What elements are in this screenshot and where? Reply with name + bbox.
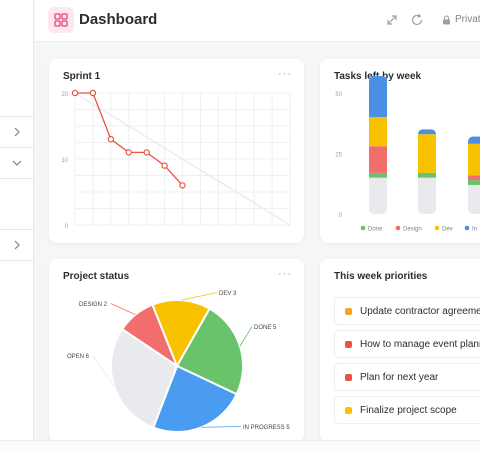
bar-segment-in xyxy=(418,129,436,135)
priority-label: Finalize project scope xyxy=(360,404,457,416)
pie-slice xyxy=(151,299,211,369)
page-title: Dashboard xyxy=(79,11,158,28)
more-menu-icon[interactable]: ··· xyxy=(278,268,292,280)
pie-leader-line xyxy=(92,355,115,387)
sprint-card: Sprint 1 ··· 20 10 0 xyxy=(49,59,304,243)
pie-slice-label: DONE 5 xyxy=(254,325,277,331)
sidebar-expand-row-2[interactable] xyxy=(0,229,34,261)
bar-segment-done xyxy=(418,172,436,178)
legend-label: Done xyxy=(368,227,383,233)
legend-label: In xyxy=(472,227,477,233)
priority-item[interactable]: How to manage event plann xyxy=(334,330,480,358)
refresh-icon[interactable] xyxy=(410,13,424,27)
pie-slice-label: DESIGN 2 xyxy=(79,302,108,308)
dashboard-icon xyxy=(48,7,74,33)
legend-label: Dev xyxy=(442,227,453,233)
priority-dot xyxy=(345,340,352,348)
stacked-bar xyxy=(369,76,387,214)
pie-slice-label: DEV 3 xyxy=(219,291,237,297)
data-point xyxy=(89,89,97,97)
stacked-bar xyxy=(418,129,436,214)
legend-label: Design xyxy=(403,227,422,233)
bar-segment-remaining xyxy=(369,177,387,214)
priority-label: Update contractor agreeme xyxy=(360,305,480,317)
lock-icon xyxy=(443,14,450,24)
data-point xyxy=(179,182,186,189)
priority-dot xyxy=(345,373,352,381)
pie-leader-line xyxy=(239,326,253,347)
priority-dot xyxy=(345,307,352,315)
bar-segment-dev xyxy=(369,117,387,147)
priority-item[interactable]: Plan for next year xyxy=(334,363,480,391)
sidebar xyxy=(0,0,34,451)
privacy-button[interactable]: Private xyxy=(442,14,480,25)
bar-segment-done xyxy=(468,180,480,185)
more-menu-icon[interactable]: ··· xyxy=(278,68,292,80)
data-point xyxy=(125,149,132,156)
bar-segment-remaining xyxy=(468,184,480,214)
bar-segment-dev xyxy=(418,134,436,173)
chevron-right-icon xyxy=(14,127,20,137)
sidebar-expand-row[interactable] xyxy=(0,116,34,148)
priority-item[interactable]: Finalize project scope xyxy=(334,396,480,424)
sprint-burndown-chart: 20 10 0 xyxy=(61,89,291,230)
y-tick-label: 10 xyxy=(61,158,68,164)
legend-swatch xyxy=(464,225,470,231)
pie-slice xyxy=(152,364,238,433)
bar-segment-done xyxy=(369,172,387,178)
data-point xyxy=(143,149,150,156)
priority-item[interactable]: Update contractor agreeme xyxy=(334,297,480,325)
data-point xyxy=(161,162,168,169)
pie-slice-label: OPEN 6 xyxy=(67,354,90,360)
stacked-bar xyxy=(468,136,480,214)
priority-label: Plan for next year xyxy=(360,371,439,383)
project-status-pie-chart: DESIGN 2 DEV 3 DONE 5 OPEN 6 IN PROGRESS 5 xyxy=(67,291,290,433)
data-point xyxy=(71,89,79,97)
bar-segment-design xyxy=(369,146,387,173)
privacy-label: Private xyxy=(455,14,480,25)
legend-swatch xyxy=(360,225,366,231)
sidebar-collapse-row[interactable] xyxy=(0,147,34,179)
y-tick-label: 0 xyxy=(339,213,343,219)
bar-segment-dev xyxy=(468,143,480,176)
y-tick-label: 0 xyxy=(65,224,69,230)
y-tick-label: 50 xyxy=(335,92,342,98)
legend-swatch xyxy=(395,225,401,231)
project-status-title: Project status xyxy=(63,271,130,282)
bottom-bar xyxy=(0,440,480,451)
bar-segment-in xyxy=(468,136,480,144)
pie-leader-line xyxy=(110,303,136,316)
header: Dashboard Private xyxy=(35,0,480,42)
priority-label: How to manage event plann xyxy=(360,338,480,350)
priorities-title: This week priorities xyxy=(334,271,428,282)
data-point xyxy=(107,135,115,143)
project-status-card: Project status ··· DESIGN 2 DEV 3 DONE 5 OP… xyxy=(49,259,304,442)
tasks-week-card: Tasks left by week 50 25 0 Done Design Dev In xyxy=(320,59,480,243)
bar-segment-remaining xyxy=(418,177,436,214)
chevron-down-icon xyxy=(12,160,22,166)
legend-swatch xyxy=(434,225,440,231)
pie-leader-line xyxy=(181,292,218,301)
priorities-card: This week priorities Update contractor a… xyxy=(320,259,480,442)
bar-segment-in xyxy=(369,76,387,118)
sprint-title: Sprint 1 xyxy=(63,71,101,82)
y-tick-label: 25 xyxy=(335,153,342,159)
bar-segment-design xyxy=(468,175,480,181)
y-tick-label: 20 xyxy=(61,92,68,98)
expand-icon[interactable] xyxy=(385,13,399,27)
tasks-week-chart: 50 25 0 Done Design Dev In xyxy=(335,76,480,233)
chevron-right-icon xyxy=(14,240,20,250)
ideal-line xyxy=(74,92,291,226)
pie-leader-line xyxy=(201,426,242,428)
pie-slice-label: IN PROGRESS 5 xyxy=(243,425,290,431)
priority-dot xyxy=(345,406,352,414)
